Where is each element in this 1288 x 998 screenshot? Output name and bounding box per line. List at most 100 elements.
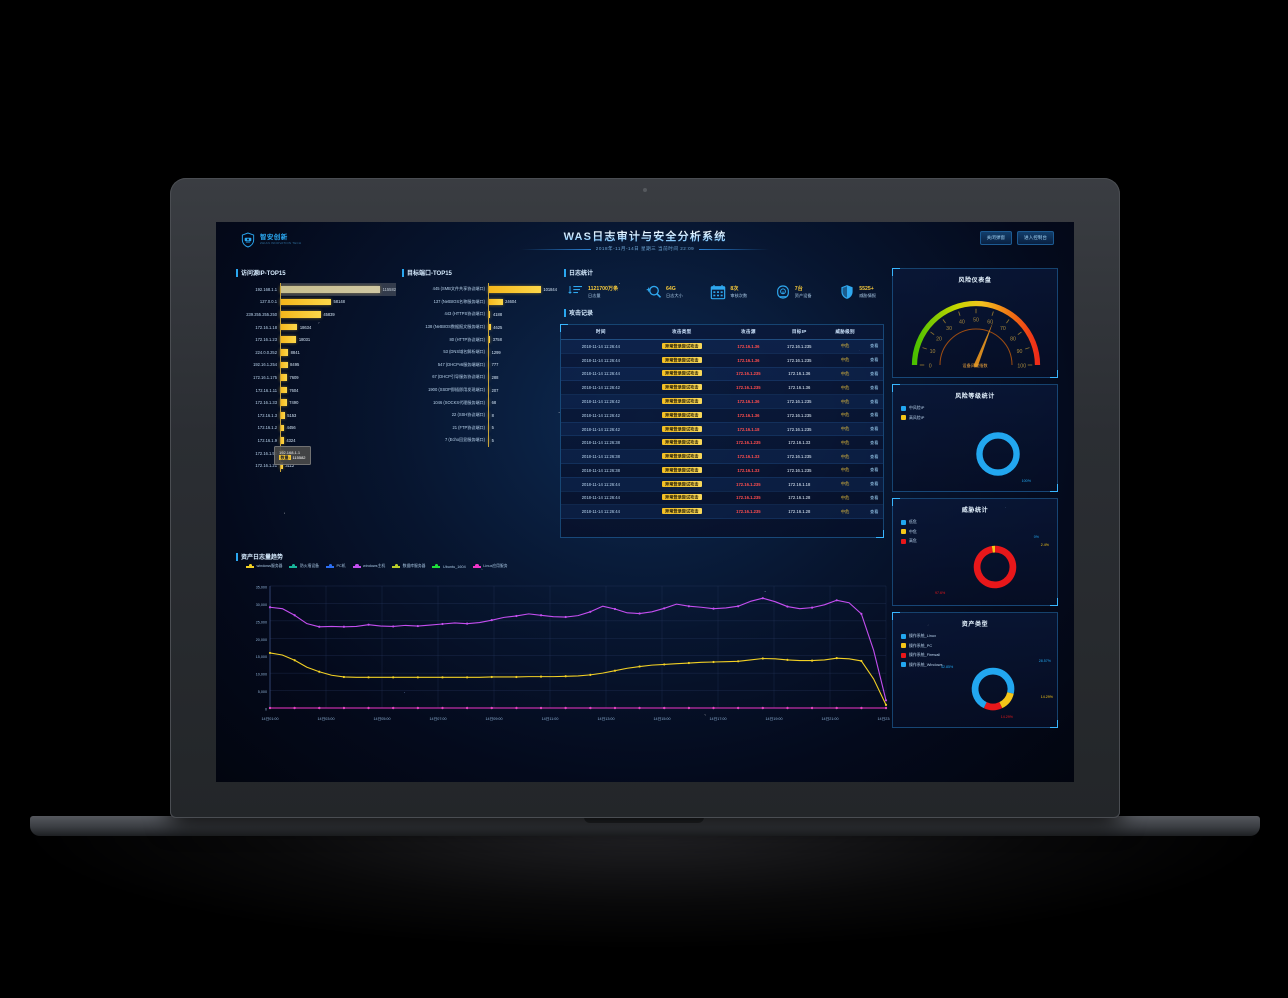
table-row[interactable]: 2018-11-14 11:26:38 异常登录尝试攻击 172.16.1.33 17… [561,449,883,464]
bar-row[interactable]: 172.16.1.11 7604 [236,383,396,397]
bar-value: 288 [491,374,499,380]
dest-port-bars: 445 (SMB文件共享协议端口) 101844 137 (NetBIOS名称服务端… [402,283,557,447]
donut-slice[interactable] [976,432,1020,476]
bar-label: 172.16.1.33 [255,400,277,406]
table-row[interactable]: 2018-11-14 11:26:44 异常登录尝试攻击 172.16.1.36 17… [561,353,883,368]
bar-row[interactable]: 137 (NetBIOS名称服务端口) 24604 [402,295,557,309]
cell-action-link[interactable]: 查看 [870,481,879,487]
table-row[interactable]: 2018-11-14 11:26:42 异常登录尝试攻击 172.16.1.36 17… [561,394,883,409]
bar-row[interactable]: 172.16.1.33 7490 [236,396,396,409]
bar-row[interactable]: 172.16.1.504299 [236,446,396,460]
table-row[interactable]: 2018-11-14 11:26:42 异常登录尝试攻击 172.16.1.18 17… [561,422,883,436]
bar-track: 8 [488,408,557,422]
bar-row[interactable]: 445 (SMB文件共享协议端口) 101844 [402,283,557,296]
trend-legend-item[interactable]: Linux应用服务 [472,564,508,569]
trend-legend-item[interactable]: windows主机 [352,564,385,569]
stat-item: 5525+ 威胁情报 [839,284,876,300]
bar-row[interactable]: 172.16.1.175 7609 [236,371,396,384]
bar-row[interactable]: 172.16.1.3 5153 [236,408,396,422]
trend-legend-item[interactable]: PC机 [325,564,346,569]
legend-item[interactable]: 高危 [901,538,917,544]
stat-value: 1121700万条 [588,286,619,293]
cell-action-link[interactable]: 查看 [870,357,879,363]
bar-row[interactable]: 1046 (SOCKS代理服务端口) 68 [402,396,557,409]
bar-row[interactable]: 127.0.0.1 58148 [236,295,396,309]
table-row[interactable]: 2018-11-14 11:26:44 异常登录尝试攻击 172.16.1.235 1… [561,491,883,505]
bar-row[interactable]: 192.168.1.1 115582 [236,283,396,296]
cell-action-link[interactable]: 查看 [870,494,879,500]
cell-action-link[interactable]: 查看 [870,370,879,376]
cell-action-link[interactable]: 查看 [870,398,879,404]
bar-row[interactable]: 239.255.255.250 45839 [236,308,396,321]
legend-item[interactable]: 操作系统_PC [901,643,943,649]
legend-item[interactable]: 操作系统_Linux [901,633,943,639]
trend-legend-item[interactable]: 防火墙设备 [289,564,319,569]
cell-action-link[interactable]: 查看 [870,343,879,349]
bar-row[interactable]: 443 (HTTPS协议端口) 4188 [402,308,557,321]
table-row[interactable]: 2018-11-14 11:26:44 异常登录尝试攻击 172.16.1.235 1… [561,504,883,519]
legend-item[interactable]: 中风险IP [901,405,924,411]
bar-row[interactable]: 80 (HTTP协议端口) 3758 [402,333,557,346]
bar-row[interactable]: 67 (DHCP引导服务协议端口) 288 [402,371,557,384]
donut-slice[interactable] [971,667,994,709]
table-row[interactable]: 2018-11-14 11:26:44 异常登录尝试攻击 172.16.1.235 1… [561,477,883,492]
cell-action-link[interactable]: 查看 [870,426,879,432]
cell-action-link[interactable]: 查看 [870,508,879,514]
axis-line [488,295,489,309]
enter-console-button[interactable]: 进入控制台 [1017,231,1054,245]
threat-donut [973,545,1017,589]
table-row[interactable]: 2018-11-14 11:26:38 异常登录尝试攻击 172.16.1.235 1… [561,436,883,450]
cell-time: 2018-11-14 11:26:38 [581,467,620,473]
legend-item[interactable]: 高风险IP [901,415,924,421]
cell-action-link[interactable]: 查看 [870,453,879,459]
laptop-lid: 智安创新 ZHIAN INNOVATION TECH WAS日志审计与安全分析系… [170,178,1120,818]
cell-action-link[interactable]: 查看 [870,467,879,473]
legend-item[interactable]: 操作系统_Windows [901,662,943,668]
bar-row[interactable]: 172.16.1.21 3112 [236,459,396,472]
bar-row[interactable]: 172.16.1.18 18634 [236,320,396,334]
bar-row[interactable]: 192.16.1.254 8495 [236,358,396,372]
table-row[interactable]: 2018-11-14 11:26:42 异常登录尝试攻击 172.16.1.235 1… [561,381,883,395]
cell-action-link[interactable]: 查看 [870,439,879,445]
trend-data-point [318,706,321,710]
trend-legend-item[interactable]: 数据库服务器 [392,564,425,569]
trend-legend-item[interactable]: Ubuntu_1604 [432,564,466,569]
trend-legend-item[interactable]: windows服务器 [246,564,282,569]
donut-slice[interactable] [992,667,1015,694]
legend-item[interactable]: 操作系统_Firewall [901,652,943,658]
bar-track: 5153 [280,408,396,422]
bar-fill [280,286,381,293]
legend-label: 操作系统_Firewall [909,652,941,657]
bar-row[interactable]: 22 (SSH协议端口) 8 [402,408,557,422]
table-row[interactable]: 2018-11-14 11:26:44 异常登录尝试攻击 172.16.1.235 1… [561,367,883,381]
bar-row[interactable]: 547 (DHCPv6服务端端口) 777 [402,358,557,372]
bar-track: 7604 [280,383,396,397]
table-row[interactable]: 2018-11-14 11:26:44 异常登录尝试攻击 172.16.1.36 17… [561,339,883,354]
table-row[interactable]: 2018-11-14 11:26:42 异常登录尝试攻击 172.16.1.36 17… [561,408,883,423]
table-row[interactable]: 2018-11-14 11:26:38 异常登录尝试攻击 172.16.1.33 17… [561,464,883,478]
page-title: WAS日志审计与安全分析系统 [216,228,1074,244]
bar-row[interactable]: 138 (NetBIOS数据报文服务端口) 4625 [402,320,557,334]
cell-action-link[interactable]: 查看 [870,412,879,418]
bar-row[interactable]: 172.16.1.2 4456 [236,421,396,435]
bar-row[interactable]: 1900 (SSDP即插即用发现端口) 207 [402,383,557,397]
donut-slice[interactable] [973,545,1017,589]
trend-data-point [268,651,272,655]
bar-row[interactable]: 172.16.1.23 18031 [236,333,396,346]
legend-item[interactable]: 中危 [901,529,917,535]
cell-attack-source: 172.16.1.36 [737,399,760,405]
bar-row[interactable]: 21 (FTP协议端口) 5 [402,421,557,435]
donut-slice[interactable] [999,691,1014,709]
bar-row[interactable]: 224.0.0.252 8841 [236,345,396,359]
trend-data-point [786,706,789,710]
bar-row[interactable]: 172.16.1.9 4324 [236,434,396,447]
donut-slice[interactable] [983,702,1003,711]
bar-label: 192.168.1.1 [255,286,277,292]
rule-left [520,248,591,250]
cell-action-link[interactable]: 查看 [870,384,879,390]
trend-data-point [638,612,641,615]
close-popup-button[interactable]: 关闭弹窗 [979,231,1013,245]
bar-row[interactable]: 7 (Echo回显服务端口) 5 [402,434,557,447]
legend-item[interactable]: 低危 [901,519,917,525]
bar-row[interactable]: 53 (DNS域名解析端口) 1299 [402,345,557,359]
